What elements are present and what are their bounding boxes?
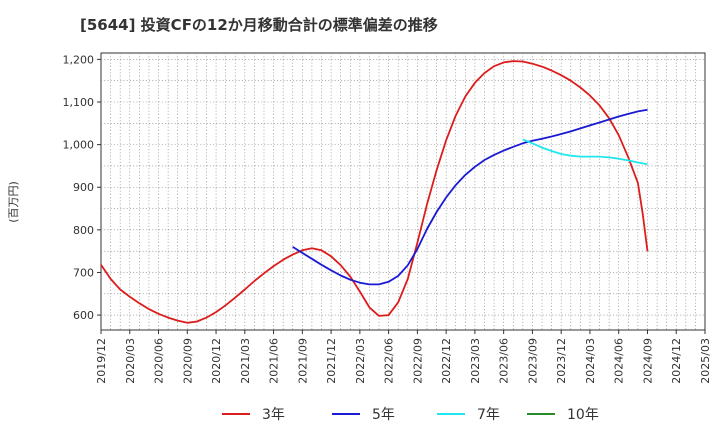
series-lines bbox=[100, 60, 649, 324]
series-line-2 bbox=[522, 138, 648, 166]
x-tick-label: 2021/06 bbox=[268, 338, 281, 384]
y-tick-label: 1,200 bbox=[63, 53, 95, 66]
x-tick-label: 2022/06 bbox=[383, 338, 396, 384]
x-tick-label: 2021/12 bbox=[325, 338, 338, 384]
series-line-1 bbox=[292, 108, 648, 286]
legend-label-2: 7年 bbox=[477, 407, 500, 423]
x-tick-label: 2023/03 bbox=[469, 338, 482, 384]
legend-label-3: 10年 bbox=[567, 407, 599, 423]
series-line-0 bbox=[100, 60, 649, 324]
x-tick-label: 2019/12 bbox=[95, 338, 108, 384]
x-tick-label: 2023/06 bbox=[498, 338, 511, 384]
legend-label-0: 3年 bbox=[262, 407, 285, 423]
x-tick-label: 2024/06 bbox=[613, 338, 626, 384]
legend: 3年 5年 7年 10年 bbox=[222, 407, 599, 423]
chart-title: [5644] 投資CFの12か月移動合計の標準偏差の推移 bbox=[80, 16, 438, 34]
y-tick-label: 700 bbox=[73, 266, 94, 279]
y-axis-label: (百万円) bbox=[7, 181, 20, 223]
x-tick-label: 2021/03 bbox=[239, 338, 252, 384]
plot-area bbox=[100, 52, 706, 331]
y-tick-label: 900 bbox=[73, 181, 94, 194]
y-tick-label: 1,100 bbox=[63, 96, 95, 109]
x-tick-label: 2020/09 bbox=[181, 338, 194, 384]
legend-label-1: 5年 bbox=[372, 407, 395, 423]
x-tick-label: 2020/12 bbox=[210, 338, 223, 384]
x-tick-label: 2020/03 bbox=[124, 338, 137, 384]
x-tick-label: 2020/06 bbox=[153, 338, 166, 384]
axes: 600 700 800 900 1,000 1,100 1,200 2019/12 2020/0… bbox=[63, 53, 713, 383]
y-tick-label: 1,000 bbox=[63, 139, 95, 152]
x-tick-label: 2024/12 bbox=[670, 338, 683, 384]
x-tick-label: 2024/09 bbox=[641, 338, 654, 384]
x-tick-label: 2024/03 bbox=[584, 338, 597, 384]
x-tick-label: 2022/03 bbox=[354, 338, 367, 384]
x-tick-label: 2023/09 bbox=[526, 338, 539, 384]
y-tick-label: 600 bbox=[73, 309, 94, 322]
x-tick-label: 2025/03 bbox=[699, 338, 712, 384]
x-tick-label: 2022/09 bbox=[411, 338, 424, 384]
x-tick-label: 2023/12 bbox=[555, 338, 568, 384]
x-tick-label: 2022/12 bbox=[440, 338, 453, 384]
x-tick-label: 2021/09 bbox=[296, 338, 309, 384]
y-tick-label: 800 bbox=[73, 224, 94, 237]
